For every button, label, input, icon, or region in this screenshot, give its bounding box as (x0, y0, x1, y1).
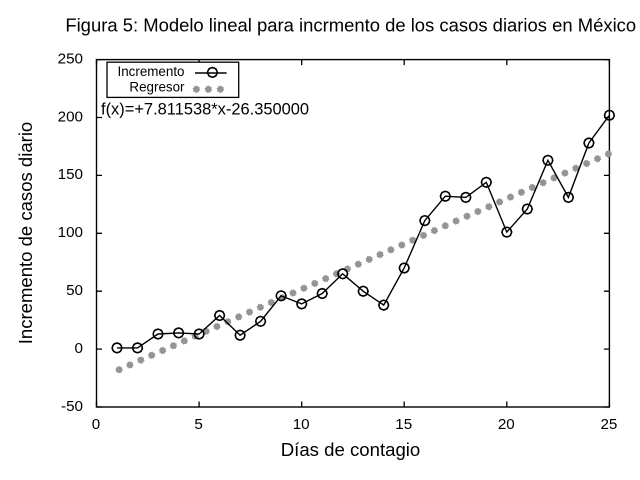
svg-text:0: 0 (75, 340, 83, 357)
svg-text:15: 15 (395, 416, 412, 433)
svg-text:20: 20 (498, 416, 515, 433)
svg-text:25: 25 (600, 416, 617, 433)
svg-text:250: 250 (58, 50, 83, 67)
svg-text:Incremento de casos diario: Incremento de casos diario (15, 122, 36, 345)
svg-text:Incremento: Incremento (118, 64, 185, 79)
svg-text:Figura 5: Modelo lineal para i: Figura 5: Modelo lineal para incrmento d… (65, 15, 636, 36)
svg-text:50: 50 (66, 282, 83, 299)
svg-text:200: 200 (58, 108, 83, 125)
svg-text:-50: -50 (61, 398, 83, 415)
svg-text:10: 10 (293, 416, 310, 433)
svg-text:Días de contagio: Días de contagio (281, 439, 421, 460)
svg-text:Regresor: Regresor (129, 79, 185, 94)
svg-text:150: 150 (58, 166, 83, 183)
svg-text:f(x)=+7.811538*x-26.350000: f(x)=+7.811538*x-26.350000 (101, 101, 309, 119)
svg-text:100: 100 (58, 224, 83, 241)
svg-text:5: 5 (194, 416, 202, 433)
svg-text:0: 0 (92, 416, 100, 433)
